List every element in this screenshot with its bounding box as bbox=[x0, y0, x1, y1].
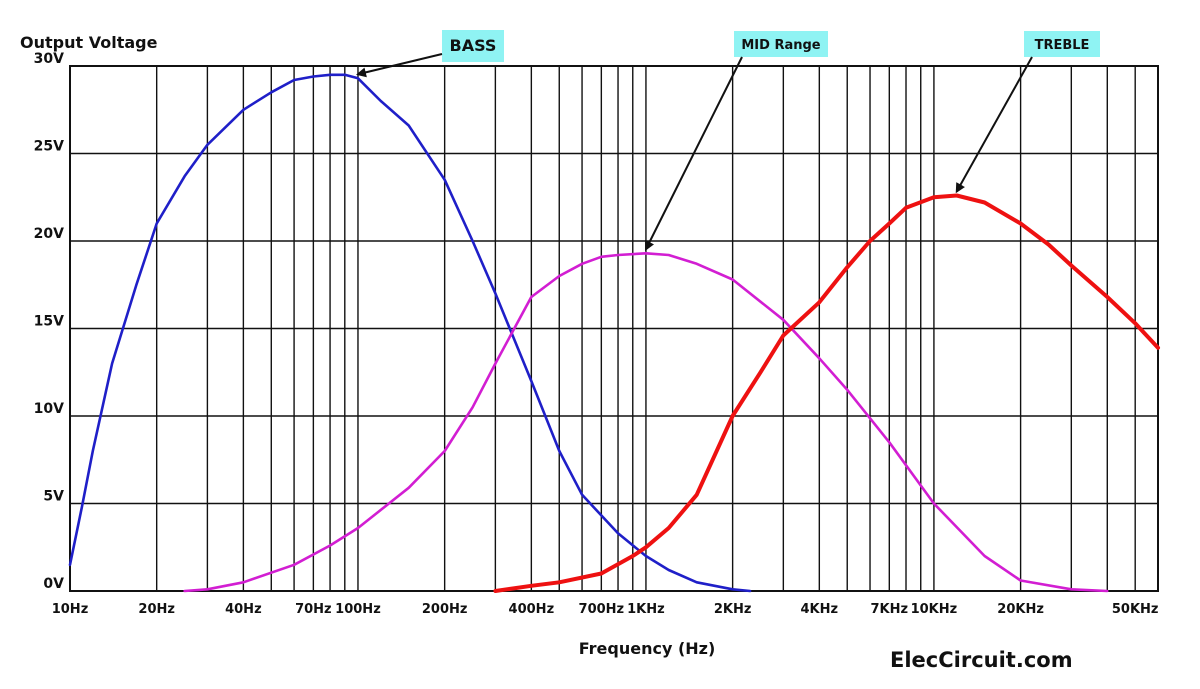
watermark-text: ElecCircuit.com bbox=[890, 648, 1073, 672]
series-line-treble bbox=[493, 193, 1160, 593]
series-line-bass bbox=[68, 73, 752, 593]
y-tick-label: 20V bbox=[34, 226, 64, 242]
callout-label-bass: BASS bbox=[450, 36, 497, 55]
series-lines bbox=[68, 73, 1160, 593]
x-tick-label: 7KHz bbox=[871, 602, 909, 617]
x-tick-label: 2KHz bbox=[714, 602, 752, 617]
callout-arrow-mid-range bbox=[645, 56, 743, 252]
y-tick-label: 10V bbox=[34, 401, 64, 417]
callout-arrow-treble bbox=[955, 56, 1033, 194]
x-tick-label: 1KHz bbox=[627, 602, 665, 617]
y-tick-label: 5V bbox=[43, 489, 64, 505]
x-tick-label: 40Hz bbox=[225, 602, 262, 617]
y-tick-label: 0V bbox=[43, 576, 64, 592]
x-tick-label: 10KHz bbox=[911, 602, 958, 617]
x-tick-label: 200Hz bbox=[422, 602, 468, 617]
x-tick-label: 20Hz bbox=[138, 602, 175, 617]
x-tick-label: 100Hz bbox=[335, 602, 381, 617]
y-axis-title: Output Voltage bbox=[20, 33, 158, 52]
x-tick-label: 50KHz bbox=[1112, 602, 1159, 617]
callout-label-treble: TREBLE bbox=[1035, 38, 1090, 53]
callouts: BASS MID Range TREBLE bbox=[356, 30, 1100, 252]
x-tick-label: 400Hz bbox=[509, 602, 555, 617]
callout-arrow-bass bbox=[356, 53, 443, 78]
x-tick-label: 20KHz bbox=[997, 602, 1044, 617]
y-tick-label: 30V bbox=[34, 51, 64, 67]
callout-box-bass bbox=[442, 30, 504, 62]
x-tick-label: 10Hz bbox=[52, 602, 89, 617]
tick-labels: 0V 5V 10V 15V 20V 25V 30V 10Hz 20Hz 40Hz 70Hz 100Hz… bbox=[34, 51, 1159, 617]
x-tick-label: 70Hz bbox=[295, 602, 332, 617]
grid bbox=[69, 65, 1159, 592]
x-axis-title: Frequency (Hz) bbox=[579, 639, 716, 658]
callout-box-mid-range bbox=[734, 31, 828, 57]
x-tick-label: 4KHz bbox=[801, 602, 839, 617]
callout-box-treble bbox=[1024, 31, 1100, 57]
x-tick-label: 700Hz bbox=[579, 602, 625, 617]
callout-label-mid-range: MID Range bbox=[741, 38, 820, 53]
plot-frame bbox=[69, 65, 1159, 592]
y-tick-label: 15V bbox=[34, 314, 64, 330]
y-tick-label: 25V bbox=[34, 139, 64, 155]
series-line-mid-range bbox=[183, 252, 1109, 593]
